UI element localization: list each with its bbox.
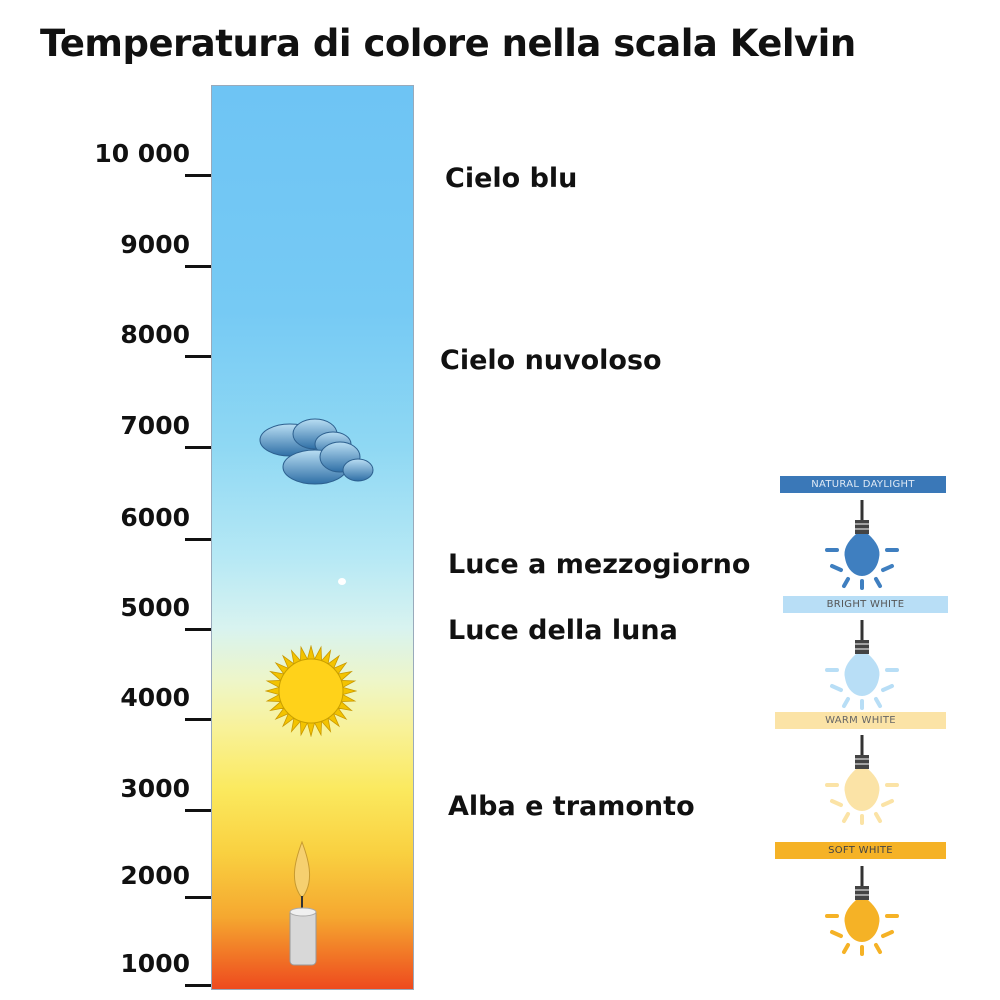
bulb-banner: BRIGHT WHITE [783,596,948,613]
tick-mark [185,174,211,177]
tick-label: 10 000 [94,139,190,168]
tick-mark [185,265,211,268]
tick-label: 7000 [120,411,190,440]
tick-mark [185,984,211,987]
moon-dot [338,578,346,585]
bulb-banner: WARM WHITE [775,712,946,729]
light-bulb-icon [825,735,899,825]
tick-mark [185,809,211,812]
tick-label: 8000 [120,320,190,349]
tick-mark [185,355,211,358]
tick-label: 3000 [120,774,190,803]
label-cielo-nuvoloso: Cielo nuvoloso [440,345,662,376]
tick-label: 5000 [120,593,190,622]
tick-label: 2000 [120,861,190,890]
label-alba-tramonto: Alba e tramonto [448,791,695,822]
bulb-banner: SOFT WHITE [775,842,946,859]
tick-mark [185,896,211,899]
label-cielo-blu: Cielo blu [445,163,578,194]
light-bulb-icon [825,500,899,590]
tick-label: 9000 [120,230,190,259]
tick-label: 1000 [120,949,190,978]
page-title: Temperatura di colore nella scala Kelvin [40,22,856,65]
tick-mark [185,718,211,721]
light-bulb-icon [825,620,899,710]
sun-icon [265,645,357,737]
light-bulb-icon [825,866,899,956]
tick-label: 6000 [120,503,190,532]
tick-label: 4000 [120,683,190,712]
kelvin-gradient-bar [211,85,414,990]
candle-icon [289,840,317,966]
tick-mark [185,538,211,541]
label-luce-mezzogiorno: Luce a mezzogiorno [448,549,751,580]
tick-mark [185,628,211,631]
bulb-banner: NATURAL DAYLIGHT [780,476,946,493]
cloud-icon [259,418,374,485]
tick-mark [185,446,211,449]
label-luce-luna: Luce della luna [448,615,678,646]
